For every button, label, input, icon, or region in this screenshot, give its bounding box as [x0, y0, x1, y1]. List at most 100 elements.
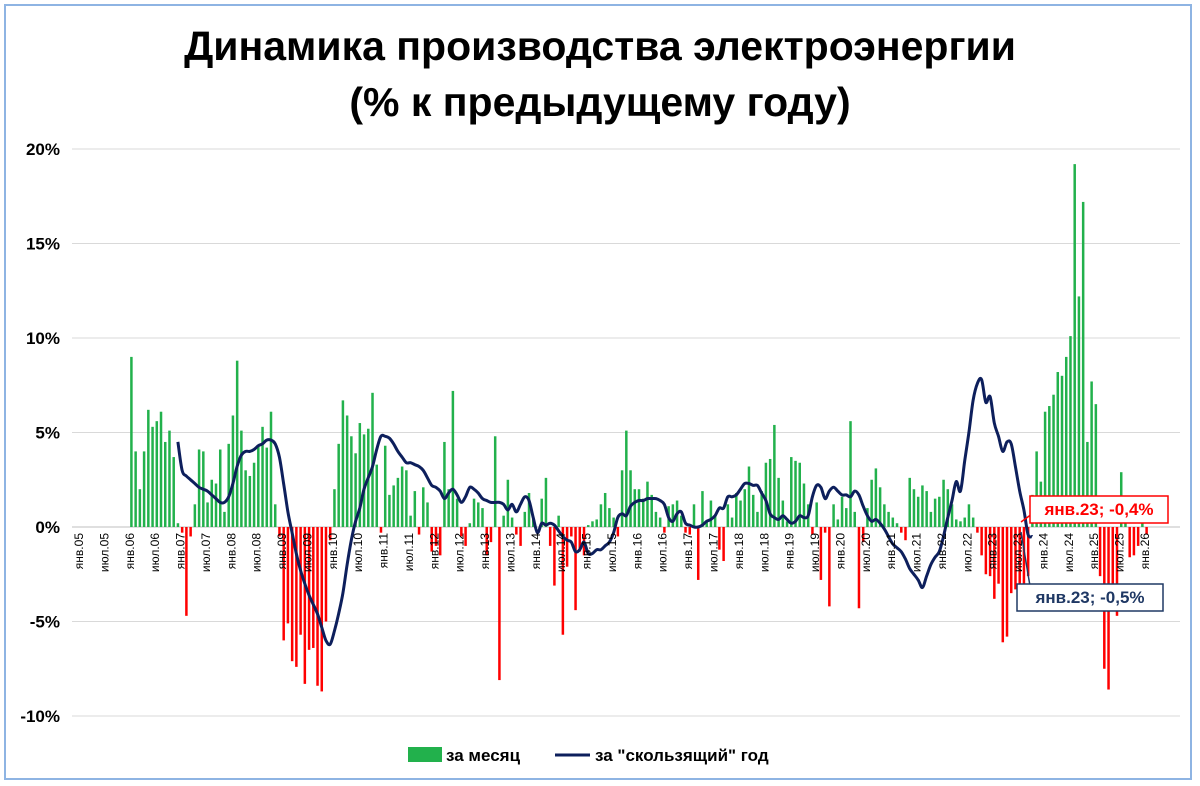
bar [248, 475, 252, 527]
bar [426, 502, 429, 527]
bar [210, 479, 214, 527]
bar [354, 453, 357, 527]
annotation-blue-box [1016, 583, 1164, 612]
bar [955, 519, 958, 527]
x-tick-label: июл.21 [910, 533, 924, 572]
bar [1136, 527, 1140, 546]
bar [400, 466, 404, 527]
bar [176, 523, 180, 527]
bar [570, 527, 573, 537]
bar [142, 451, 146, 527]
x-tick-label: июл.25 [1113, 533, 1127, 572]
bar [599, 504, 603, 527]
annotations: янв.23; -0,4% янв.23; -0,5% [1016, 495, 1169, 612]
bar [760, 491, 763, 527]
x-tick-label: июл.24 [1062, 533, 1076, 572]
bar [147, 409, 150, 527]
bar [515, 527, 518, 535]
bar [1094, 404, 1098, 527]
bar [730, 517, 734, 527]
bar [1069, 336, 1072, 527]
bar [557, 515, 560, 527]
bar [1115, 527, 1119, 616]
bar [845, 508, 848, 527]
bar [151, 426, 154, 527]
bar [1005, 527, 1009, 637]
rolling-year-line [176, 376, 1034, 647]
bar [997, 527, 1000, 584]
bar [1010, 527, 1013, 594]
bar [705, 521, 708, 527]
x-tick-label: июл.20 [859, 533, 873, 572]
bar [658, 517, 662, 527]
bar [527, 492, 531, 527]
x-tick-label: июл.17 [707, 533, 721, 572]
bar [447, 489, 450, 527]
x-tick-label: янв.07 [174, 533, 188, 570]
bar [506, 479, 510, 527]
bar [333, 489, 336, 527]
bar [498, 527, 501, 681]
bar [1026, 527, 1030, 577]
bar [409, 515, 412, 527]
bar [1048, 406, 1051, 527]
bar [485, 527, 488, 556]
bar [938, 496, 941, 527]
x-tick-label: июл.10 [351, 533, 365, 572]
bar [392, 485, 395, 527]
bar [362, 434, 366, 527]
bar [883, 504, 886, 527]
x-tick-label: янв.17 [681, 533, 695, 570]
bar [1064, 356, 1068, 527]
bar [781, 500, 785, 527]
bar [633, 489, 637, 527]
bar [980, 527, 983, 556]
bar [324, 527, 328, 622]
bar [861, 527, 865, 543]
bar [1018, 527, 1021, 605]
bar [574, 527, 577, 611]
bar [214, 483, 218, 527]
x-tick-label: янв.06 [123, 533, 137, 570]
legend-label-monthly: за месяц [446, 746, 521, 765]
bar [164, 441, 167, 527]
bar [316, 527, 319, 686]
bar [193, 504, 197, 527]
bar [747, 466, 751, 527]
bar [591, 521, 594, 527]
bar [616, 527, 620, 537]
bar [1001, 527, 1005, 643]
bar [561, 527, 565, 635]
bar [358, 423, 362, 527]
x-tick-label: июл.13 [504, 533, 518, 572]
bar [159, 411, 163, 527]
bar [794, 460, 797, 527]
bar [857, 527, 861, 609]
bar [629, 470, 632, 527]
bar [929, 511, 933, 527]
bar [1081, 201, 1085, 528]
x-tick-label: янв.11 [377, 533, 391, 569]
bar [130, 356, 133, 527]
bar [422, 487, 425, 527]
bar [502, 515, 505, 527]
bar [836, 519, 840, 527]
bar [265, 447, 269, 527]
y-tick-label: -5% [30, 613, 60, 632]
x-tick-label: янв.18 [732, 533, 746, 570]
bar [646, 481, 649, 527]
bar [388, 494, 391, 527]
bar [663, 527, 666, 533]
bar [510, 517, 514, 527]
bar [320, 527, 324, 692]
bar [988, 527, 992, 577]
annotation-blue-leader [1020, 531, 1031, 587]
bar [912, 489, 916, 527]
bar [722, 527, 725, 562]
bar [709, 500, 713, 527]
bar [553, 527, 556, 586]
x-axis: янв.05 июл.05 янв.06 июл.06 янв.07 июл.07 янв.… [72, 533, 1152, 572]
bar [206, 502, 209, 527]
bar [180, 527, 184, 533]
x-tick-label: июл.11 [402, 533, 416, 572]
